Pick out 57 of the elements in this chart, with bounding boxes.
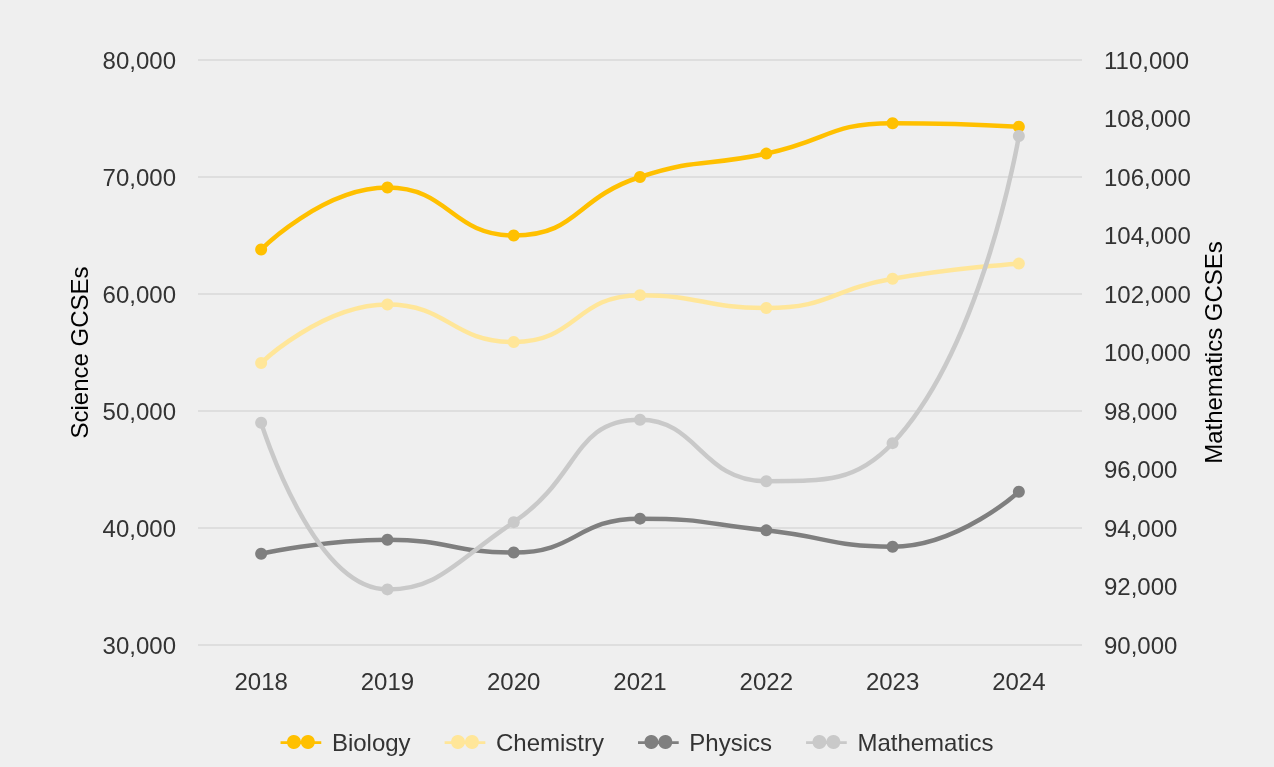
point — [507, 546, 520, 559]
x-tick-label: 2022 — [739, 667, 793, 695]
point — [381, 533, 394, 546]
point — [507, 516, 520, 529]
y2-axis-title: Mathematics GCSEs — [1200, 241, 1228, 464]
point — [1012, 257, 1025, 270]
x-tick-label: 2023 — [865, 667, 920, 695]
point — [634, 512, 646, 525]
x-tick-label: 2024 — [992, 667, 1046, 695]
y2-tick-label: 110,000 — [1104, 46, 1189, 74]
point — [1012, 130, 1025, 143]
legend-label: Biology — [331, 728, 411, 756]
point — [886, 272, 899, 285]
y-tick-label: 40,000 — [102, 514, 176, 542]
point — [634, 413, 646, 426]
y-tick-label: 30,000 — [102, 631, 176, 659]
x-tick-label: 2019 — [360, 667, 415, 695]
y-tick-label: 50,000 — [102, 397, 176, 425]
point — [886, 117, 899, 130]
point — [760, 302, 773, 315]
legend-label: Physics — [689, 728, 773, 756]
x-tick-label: 2018 — [234, 667, 288, 695]
point — [255, 547, 268, 560]
point — [634, 171, 646, 183]
y2-tick-label: 106,000 — [1104, 163, 1191, 191]
point — [886, 437, 899, 450]
y2-tick-label: 92,000 — [1104, 573, 1178, 600]
y-axis-title: Science GCSEs — [66, 266, 94, 439]
y2-tick-label: 100,000 — [1104, 339, 1191, 366]
y2-tick-label: 94,000 — [1104, 514, 1178, 542]
point — [255, 243, 268, 256]
y2-tick-label: 90,000 — [1104, 631, 1178, 659]
point — [507, 335, 520, 348]
point — [760, 524, 773, 537]
point — [1012, 485, 1025, 498]
point — [381, 583, 394, 596]
point — [760, 475, 773, 488]
y-tick-label: 80,000 — [102, 46, 176, 74]
y-tick-label: 70,000 — [102, 163, 176, 191]
y2-tick-label: 104,000 — [1104, 222, 1191, 249]
y2-tick-label: 102,000 — [1104, 280, 1191, 308]
point — [381, 181, 394, 194]
point — [760, 147, 773, 160]
y2-tick-label: 108,000 — [1104, 105, 1191, 132]
point — [255, 357, 268, 370]
x-tick-label: 2021 — [613, 667, 667, 695]
legend-label: Mathematics — [857, 728, 994, 756]
y2-tick-label: 96,000 — [1104, 456, 1178, 483]
point — [381, 298, 394, 311]
y2-tick-label: 98,000 — [1104, 397, 1178, 425]
point — [634, 289, 646, 302]
legend-label: Chemistry — [495, 728, 604, 756]
y-tick-label: 60,000 — [102, 280, 176, 308]
point — [507, 229, 520, 242]
x-tick-label: 2020 — [487, 667, 541, 695]
point — [255, 416, 268, 429]
point — [886, 540, 899, 553]
